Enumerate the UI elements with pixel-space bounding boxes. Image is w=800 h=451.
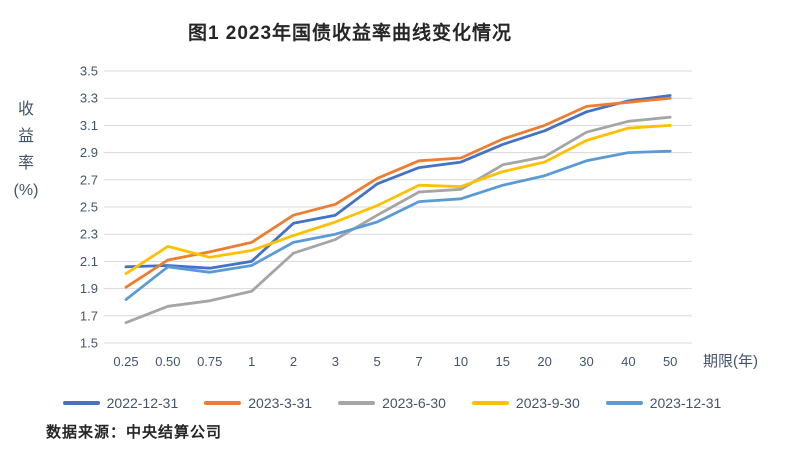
chart-legend: 2022-12-31 2023-3-31 2023-6-30 2023-9-30 202…	[0, 395, 784, 411]
y-tick-label: 1.7	[80, 308, 98, 323]
y-tick-label: 1.9	[80, 281, 98, 296]
y-axis-title: 益	[18, 127, 34, 145]
x-tick-label: 0.50	[155, 354, 180, 369]
data-source-note: 数据来源：中央结算公司	[46, 424, 223, 441]
x-tick-label: 10	[454, 354, 468, 369]
legend-label: 2023-9-30	[515, 395, 580, 411]
legend-swatch	[471, 401, 509, 405]
y-tick-label: 2.5	[80, 200, 98, 215]
legend-label: 2023-6-30	[382, 395, 446, 411]
series-line-2023-6-30	[124, 115, 672, 325]
yield-curve-chart: 3.5 3.3 3.1 2.9 2.7 2.5 2.3 2.1 1.9 1.7 1.5 0.25 0.5…	[14, 64, 758, 371]
x-tick-label: 30	[579, 354, 593, 369]
series-line-2023-12-31	[124, 149, 672, 301]
legend-swatch	[204, 401, 242, 405]
chart-title: 图1 2023年国债收益率曲线变化情况	[187, 23, 513, 44]
y-tick-label: 1.5	[80, 336, 98, 351]
x-tick-label: 50	[663, 354, 677, 369]
series-line-2023-9-30	[124, 124, 672, 276]
legend-item-2023-9-30: 2023-9-30	[471, 395, 580, 411]
x-tick-label: 40	[621, 354, 635, 369]
y-tick-label: 2.1	[80, 254, 98, 269]
y-tick-label: 2.3	[80, 227, 98, 242]
x-tick-label: 0.25	[113, 354, 138, 369]
legend-item-2023-12-31: 2023-12-31	[605, 395, 722, 411]
series-line-2022-12-31	[124, 94, 672, 270]
x-tick-label: 1	[248, 354, 255, 369]
legend-label: 2023-3-31	[248, 395, 313, 411]
legend-label: 2023-12-31	[649, 395, 722, 411]
x-tick-label: 7	[415, 354, 422, 369]
x-tick-label: 5	[374, 354, 381, 369]
legend-label: 2022-12-31	[106, 395, 179, 411]
y-tick-label: 2.7	[80, 172, 98, 187]
y-tick-label: 3.5	[80, 64, 98, 79]
x-tick-label: 3	[332, 354, 339, 369]
y-tick-label: 3.3	[80, 91, 98, 106]
y-axis-title: 率	[18, 154, 34, 172]
y-tick-label: 3.1	[80, 118, 98, 133]
x-tick-label: 20	[537, 354, 551, 369]
legend-swatch	[605, 401, 643, 405]
legend-swatch	[62, 401, 100, 405]
legend-item-2022-12-31: 2022-12-31	[62, 395, 179, 411]
x-axis-title: 期限(年)	[703, 353, 758, 370]
series-line-2023-3-31	[124, 96, 672, 289]
y-tick-label: 2.9	[80, 145, 98, 160]
x-tick-label: 0.75	[197, 354, 222, 369]
legend-item-2023-3-31: 2023-3-31	[204, 395, 312, 411]
y-axis-title: (%)	[14, 182, 39, 199]
legend-item-2023-6-30: 2023-6-30	[338, 395, 446, 411]
legend-swatch	[338, 401, 376, 405]
x-tick-label: 2	[290, 354, 297, 369]
x-tick-label: 15	[496, 354, 510, 369]
y-axis-title: 收	[18, 100, 34, 118]
